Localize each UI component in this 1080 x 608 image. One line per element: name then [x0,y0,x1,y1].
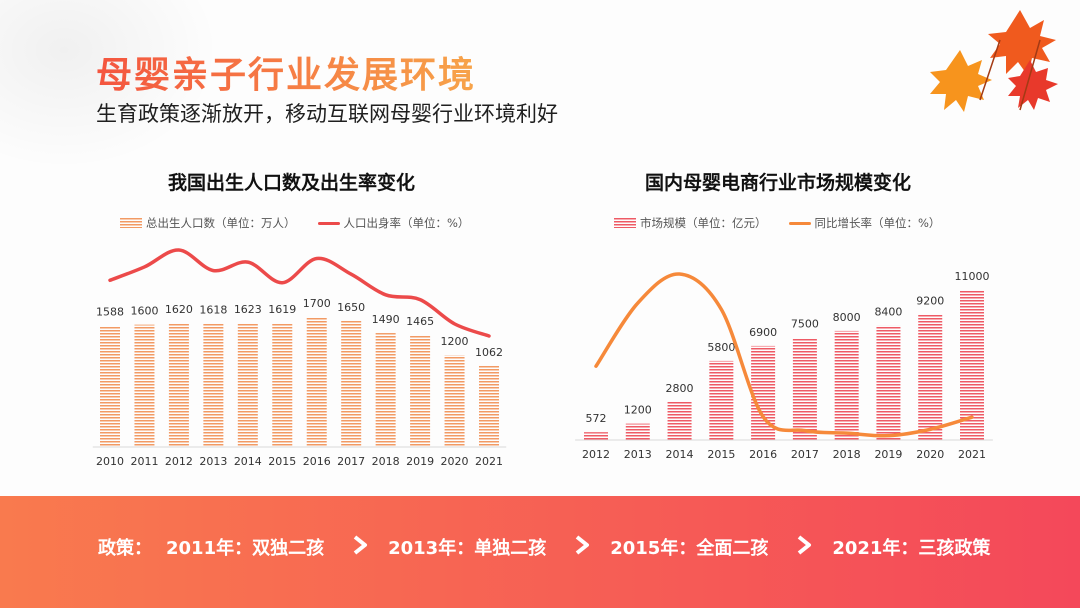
x-tick-label: 2017 [337,455,365,468]
x-tick-label: 2016 [303,455,331,468]
right-chart-title: 国内母婴电商行业市场规模变化 [645,172,912,194]
x-tick-label: 2014 [234,455,262,468]
bar [918,314,943,440]
bar-value-label: 1700 [303,297,331,310]
policy-item: 2021年：三孩政策 [832,538,991,559]
bar [203,323,224,447]
bar-value-label: 6900 [749,326,777,339]
bar [410,334,431,447]
right-chart-legend: 市场规模（单位：亿元） 同比增长率（单位：%） [614,215,940,231]
chevron-right-icon [352,534,374,560]
bar [960,290,984,440]
bar-value-label: 1650 [337,301,365,314]
policy-label: 政策： [98,538,152,559]
legend-bar-label: 市场规模（单位：亿元） [640,216,767,230]
bar-value-label: 2800 [666,382,694,395]
bar [375,333,396,447]
x-tick-label: 2020 [916,448,944,461]
bar-value-label: 1588 [96,306,124,319]
bar-value-label: 1619 [268,303,296,316]
x-tick-label: 2014 [666,448,694,461]
maple-leaf-icon [930,10,1058,112]
bar-value-label: 1623 [234,303,262,316]
x-tick-label: 2012 [165,455,193,468]
page-title: 母婴亲子行业发展环境 [96,46,476,98]
x-tick-label: 2016 [749,448,777,461]
bar [834,330,859,440]
bar [709,360,734,440]
bar [625,423,650,440]
left-chart-legend: 总出生人口数（单位：万人） 人口出身率（单位：%） [120,215,469,231]
x-tick-label: 2012 [582,448,610,461]
legend-line-label: 同比增长率（单位：%） [814,216,941,230]
bar [876,325,901,440]
x-tick-label: 2019 [406,455,434,468]
bar [237,322,258,447]
bar-value-label: 7500 [791,318,819,331]
bar-value-label: 8000 [833,311,861,324]
bar [134,324,155,447]
policy-item: 2011年：双独二孩 [166,538,325,559]
x-tick-label: 2021 [475,455,503,468]
bar-value-label: 1618 [199,303,227,316]
bar-value-label: 8400 [874,305,902,318]
bar [584,432,608,440]
bar [479,365,499,447]
x-tick-label: 2017 [791,448,819,461]
legend-line-swatch [788,221,811,225]
chevron-right-icon [796,534,818,560]
bar-value-label: 1200 [441,335,469,348]
bar-value-label: 1200 [624,404,652,417]
legend-line-label: 人口出身率（单位：%） [343,216,470,230]
bar-value-label: 11000 [955,270,990,283]
bar [444,355,465,447]
x-tick-label: 2019 [874,448,902,461]
bar [306,317,327,447]
bar [100,325,120,447]
x-tick-label: 2021 [958,448,986,461]
chevron-right-icon [574,534,596,560]
x-tick-label: 2015 [707,448,735,461]
x-tick-label: 2018 [372,455,400,468]
bar [792,337,817,440]
legend-bar-swatch [614,218,636,228]
bar-value-label: 1062 [475,346,503,359]
bar [341,320,362,447]
x-tick-label: 2020 [441,455,469,468]
bar [272,323,293,447]
bar-value-label: 1490 [372,313,400,326]
page-subtitle: 生育政策逐渐放开，移动互联网母婴行业环境利好 [96,102,558,126]
series-line [594,272,974,438]
legend-line-swatch [317,221,340,225]
policy-banner [0,496,1080,608]
x-tick-label: 2013 [199,455,227,468]
bar-value-label: 1600 [130,305,158,318]
series-line [108,248,491,338]
policy-timeline: 政策： 2011年：双独二孩 2013年：单独二孩 2015年：全面二孩 202… [98,533,1000,561]
x-tick-label: 2013 [624,448,652,461]
leaf-shadow-decoration [0,0,220,170]
bar-value-label: 572 [586,412,607,425]
legend-bar-label: 总出生人口数（单位：万人） [146,216,296,230]
left-chart-title: 我国出生人口数及出生率变化 [168,172,416,194]
x-tick-label: 2011 [130,455,158,468]
bar-value-label: 9200 [916,295,944,308]
x-tick-label: 2010 [96,455,124,468]
x-tick-label: 2018 [833,448,861,461]
legend-bar-swatch [120,218,142,228]
bar-value-label: 5800 [707,341,735,354]
bar [168,323,189,447]
policy-item: 2013年：单独二孩 [388,538,547,559]
policy-item: 2015年：全面二孩 [610,538,769,559]
bar [667,401,692,440]
bar-value-label: 1465 [406,315,434,328]
x-tick-label: 2015 [268,455,296,468]
bar-value-label: 1620 [165,303,193,316]
